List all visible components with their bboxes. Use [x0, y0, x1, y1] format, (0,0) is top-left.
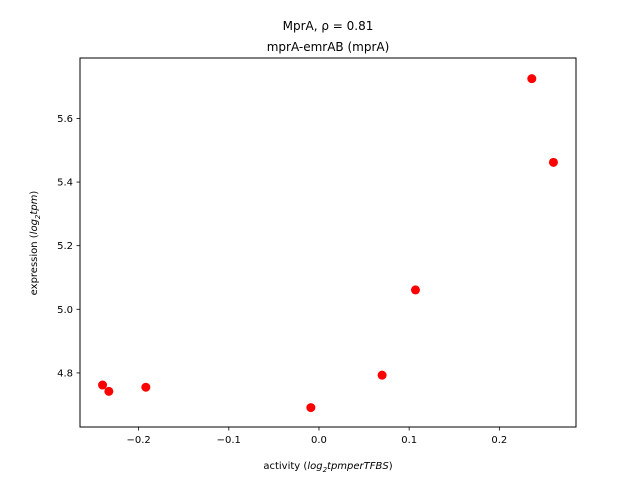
x-axis-ticks: −0.2 −0.1 0.0 0.1 0.2	[126, 427, 507, 446]
y-tick-label: 5.6	[57, 114, 73, 125]
x-axis-label: activity (log2tpmperTFBS)	[263, 461, 392, 474]
y-axis-label: expression (log2tpm)	[29, 191, 42, 296]
data-point	[527, 74, 537, 84]
chart-title-line2: mprA-emrAB (mprA)	[267, 40, 390, 54]
x-axis-label-suffix: )	[389, 461, 393, 472]
y-axis-label-sub: 2	[34, 214, 42, 219]
x-tick-label: −0.1	[217, 435, 241, 446]
data-point	[306, 403, 316, 413]
y-axis-label-suffix: )	[29, 191, 40, 195]
x-tick-label: −0.2	[126, 435, 150, 446]
plot-area-frame	[79, 57, 577, 428]
y-axis-ticks: 4.8 5.0 5.2 5.4 5.6	[57, 114, 80, 379]
x-axis-label-sub: 2	[323, 466, 328, 474]
data-points	[98, 74, 558, 413]
y-axis-label-prefix: expression (	[29, 234, 40, 295]
x-axis-label-math-rest: tpmperTFBS	[327, 461, 389, 472]
y-tick-label: 5.0	[57, 305, 73, 316]
y-tick-label: 4.8	[57, 368, 73, 379]
y-axis-label-math-rest: tpm	[29, 194, 40, 214]
y-tick-label: 5.4	[57, 178, 73, 189]
x-axis-label-math: log	[307, 461, 322, 472]
data-point	[548, 157, 558, 167]
x-axis-label-prefix: activity (	[263, 461, 307, 472]
data-point	[104, 386, 114, 396]
chart-title-line1: MprA, ρ = 0.81	[283, 19, 374, 33]
x-tick-label: 0.0	[311, 435, 327, 446]
x-tick-label: 0.1	[401, 435, 417, 446]
data-point	[141, 382, 151, 392]
data-point	[377, 370, 387, 380]
data-point	[410, 285, 420, 295]
x-tick-label: 0.2	[491, 435, 507, 446]
y-tick-label: 5.2	[57, 241, 73, 252]
data-point	[98, 380, 108, 390]
y-axis-label-math: log	[29, 219, 40, 234]
